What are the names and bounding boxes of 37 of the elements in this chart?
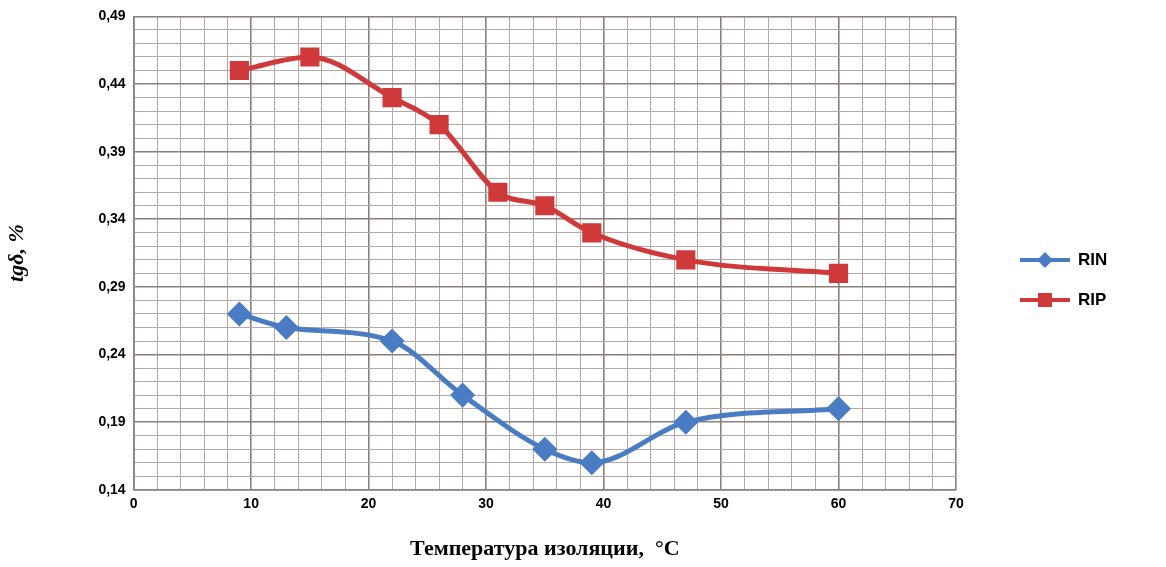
point	[429, 115, 449, 135]
point	[676, 250, 696, 270]
point	[828, 263, 849, 283]
point	[582, 223, 602, 243]
point	[300, 47, 320, 67]
x-tick-label: 50	[713, 495, 730, 512]
y-tick-label: 0,14	[98, 480, 126, 497]
x-tick-label: 10	[243, 495, 260, 512]
point	[580, 451, 604, 475]
y-tick-label: 0,34	[98, 210, 126, 227]
point	[488, 182, 508, 202]
point	[535, 196, 555, 216]
x-tick-label: 60	[830, 495, 847, 512]
y-tick-label: 0,49	[98, 7, 126, 24]
x-axis-title: Температура изоляции, °C	[410, 535, 680, 561]
y-tick-label: 0,24	[98, 345, 126, 362]
point	[382, 87, 402, 108]
point	[380, 329, 404, 353]
point	[533, 437, 557, 461]
y-axis-title: tgδ, %	[2, 224, 28, 282]
legend-label: RIN	[1078, 250, 1108, 270]
point	[674, 410, 698, 434]
point	[274, 315, 298, 339]
x-tick-label: 30	[478, 495, 495, 512]
y-tick-label: 0,19	[98, 413, 126, 430]
x-tick-label: 40	[595, 495, 612, 512]
point	[229, 60, 249, 81]
point	[227, 302, 251, 326]
point	[451, 383, 475, 407]
x-tick-label: 0	[129, 495, 138, 512]
x-tick-label: 70	[948, 495, 964, 512]
y-tick-label: 0,39	[98, 142, 126, 159]
y-tick-label: 0,44	[98, 74, 126, 91]
y-tick-label: 0,29	[98, 277, 126, 294]
x-tick-label: 20	[360, 495, 377, 512]
legend-label: RIP	[1078, 290, 1107, 310]
point	[827, 397, 851, 421]
